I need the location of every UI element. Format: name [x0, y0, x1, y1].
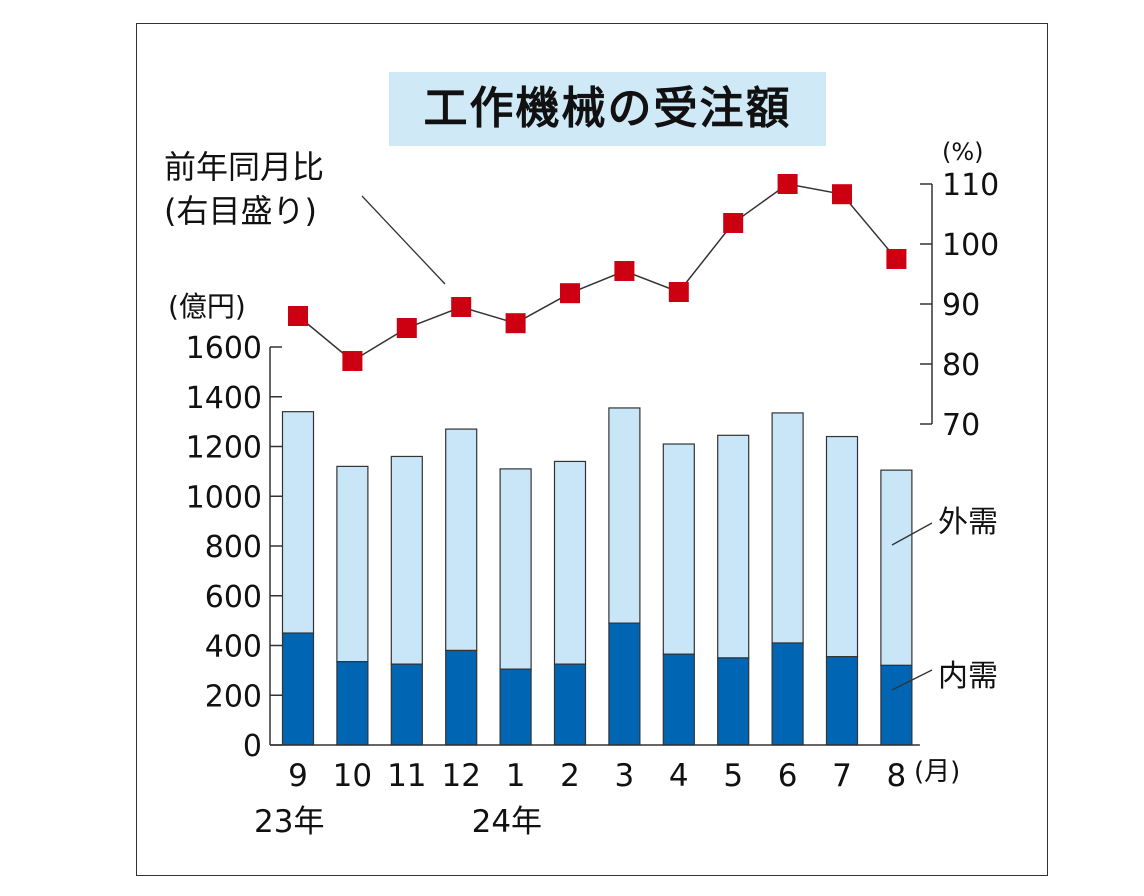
- category-label-11: 8: [887, 758, 907, 794]
- right-tick-label-3: 100: [942, 228, 999, 263]
- series-label-ratio-1: (右目盛り): [164, 192, 317, 230]
- category-label-4: 1: [506, 758, 526, 794]
- ratio-marker-6: [614, 261, 635, 281]
- ratio-marker-11: [886, 249, 907, 269]
- right-tick-label-1: 80: [942, 348, 980, 383]
- category-label-2: 11: [387, 758, 426, 794]
- leader-domestic: [891, 669, 933, 691]
- bar-domestic-9: [771, 642, 804, 746]
- ratio-marker-3: [451, 297, 472, 317]
- year-label-0: 23年: [254, 804, 324, 840]
- right-axis-unit: (%): [942, 138, 984, 166]
- left-tick-label-4: 800: [205, 530, 262, 565]
- title-background: [389, 72, 826, 146]
- category-label-9: 6: [778, 758, 798, 794]
- category-label-7: 4: [669, 758, 689, 794]
- left-tick-label-8: 1600: [186, 331, 262, 366]
- ratio-marker-9: [777, 174, 798, 194]
- left-tick-label-2: 400: [205, 630, 262, 665]
- labels-layer: 0 200 400 600 800 1000 1200 1400 1600 (億円) 70 80 90 1…: [164, 138, 999, 840]
- leader-ratio: [361, 195, 446, 285]
- category-label-10: 7: [832, 758, 852, 794]
- category-label-8: 5: [723, 758, 743, 794]
- bar-domestic-10: [825, 656, 859, 746]
- bar-foreign-6: [608, 407, 641, 624]
- left-tick-label-0: 0: [243, 729, 262, 764]
- bar-foreign-2: [390, 455, 423, 665]
- category-label-0: 9: [288, 758, 308, 794]
- right-tick-label-4: 110: [942, 168, 999, 203]
- left-axis-unit: (億円): [168, 290, 246, 323]
- ratio-line: [297, 183, 897, 362]
- line-layer: [288, 174, 907, 371]
- category-label-1: 10: [333, 758, 372, 794]
- bar-foreign-9: [771, 412, 804, 644]
- ratio-marker-4: [505, 313, 526, 334]
- series-label-foreign: 外需: [938, 505, 998, 540]
- bar-foreign-1: [336, 465, 369, 663]
- ratio-marker-0: [288, 306, 308, 326]
- right-tick-label-2: 90: [942, 288, 980, 323]
- ratio-marker-10: [832, 184, 852, 205]
- bar-foreign-5: [553, 460, 587, 665]
- bar-domestic-0: [281, 632, 315, 746]
- left-tick-label-3: 600: [205, 580, 262, 615]
- bars-layer: [281, 407, 913, 746]
- leader-foreign: [891, 522, 933, 546]
- bar-foreign-0: [281, 411, 315, 634]
- bar-foreign-7: [662, 443, 695, 655]
- right-tick-label-0: 70: [942, 408, 980, 443]
- left-tick-label-1: 200: [205, 679, 262, 714]
- left-tick-label-7: 1400: [186, 381, 262, 416]
- bar-foreign-3: [445, 428, 478, 652]
- bar-domestic-8: [717, 657, 750, 746]
- chart-frame: [136, 23, 1048, 876]
- bar-domestic-11: [880, 664, 913, 746]
- bar-domestic-4: [499, 668, 532, 746]
- bar-domestic-1: [336, 661, 369, 746]
- series-label-domestic: 内需: [938, 659, 998, 694]
- bar-domestic-6: [608, 622, 641, 746]
- bar-foreign-11: [880, 469, 913, 667]
- x-axis-unit: (月): [914, 757, 960, 787]
- ratio-marker-5: [560, 283, 580, 304]
- category-label-5: 2: [560, 758, 580, 794]
- bar-domestic-5: [553, 663, 587, 746]
- ratio-marker-2: [396, 318, 417, 338]
- left-tick-label-5: 1000: [186, 480, 262, 515]
- bar-domestic-2: [390, 663, 423, 746]
- bar-foreign-8: [717, 434, 750, 659]
- chart-title: 工作機械の受注額: [423, 83, 792, 134]
- axes-layer: [269, 183, 933, 746]
- year-label-1: 24年: [472, 804, 542, 840]
- bar-domestic-3: [445, 649, 478, 746]
- left-tick-label-6: 1200: [186, 431, 262, 466]
- bar-domestic-7: [662, 653, 695, 746]
- ratio-marker-8: [723, 213, 744, 233]
- ratio-marker-1: [342, 351, 363, 371]
- bar-foreign-10: [825, 435, 859, 658]
- category-label-6: 3: [615, 758, 635, 794]
- bar-foreign-4: [499, 468, 532, 670]
- series-label-ratio-0: 前年同月比: [164, 148, 324, 186]
- ratio-marker-7: [668, 282, 689, 302]
- category-label-3: 12: [441, 758, 480, 794]
